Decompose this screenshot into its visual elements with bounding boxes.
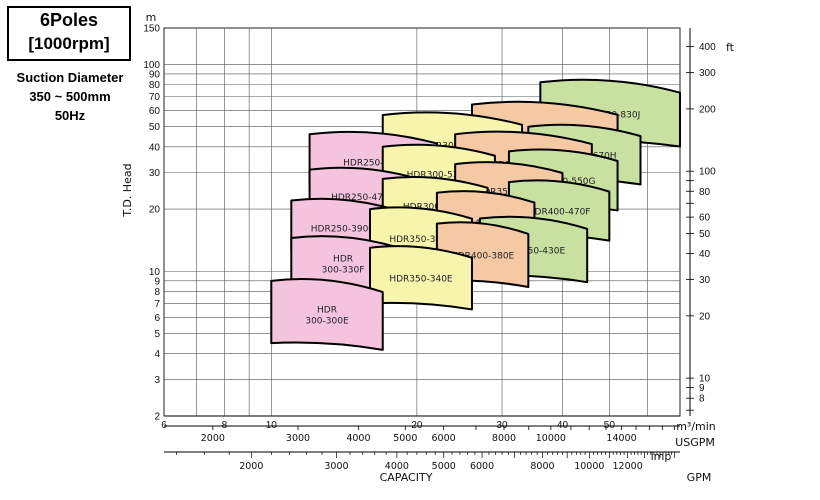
lmp-unit-label: lmp [651, 450, 672, 463]
ft-tick-label: 200 [699, 104, 716, 115]
y-tick-label: 50 [149, 122, 161, 133]
gpm-tick-label: 12000 [613, 461, 643, 472]
ft-tick-label: 10 [699, 374, 711, 385]
gpm-tick-label: 8000 [530, 461, 554, 472]
gpm-tick-label: 2000 [239, 461, 263, 472]
y-tick-label: 5 [154, 329, 160, 340]
y-tick-label: 10 [149, 267, 161, 278]
pump-region-label: HDR400-380E [451, 251, 515, 261]
y-tick-label: 20 [149, 205, 161, 216]
pump-region-label: HDR250-390G [311, 225, 376, 235]
ft-tick-label: 100 [699, 167, 716, 178]
right-unit-label: ft [726, 41, 735, 54]
x-unit-label: m³/min [676, 420, 716, 433]
x-axis-label: CAPACITY [380, 471, 433, 484]
rpm-label: [1000rpm] [28, 34, 110, 53]
ft-tick-label: 400 [699, 42, 716, 53]
pump-region-label: HDR350-370E [389, 235, 453, 245]
y-unit-label: m [146, 11, 157, 24]
usgpm-tick-label: 10000 [536, 433, 566, 444]
usgpm-tick-label: 14000 [606, 433, 636, 444]
y-tick-label: 7 [154, 299, 160, 310]
ft-tick-label: 50 [699, 229, 711, 240]
usgpm-tick-label: 6000 [431, 433, 455, 444]
ft-tick-label: 300 [699, 68, 716, 79]
y-tick-label: 2 [154, 412, 160, 423]
ft-tick-label: 30 [699, 275, 711, 286]
y-tick-label: 3 [154, 375, 160, 386]
pump-region-label: HDR450-430E [502, 246, 566, 256]
y-tick-label: 6 [154, 313, 160, 324]
y-tick-label: 90 [149, 69, 161, 80]
pump-region [270, 278, 384, 351]
spec-block: Suction Diameter 350 ~ 500mm 50Hz [4, 68, 136, 125]
y-axis-label: T.D. Head [121, 163, 134, 217]
gpm-unit-label: GPM [687, 471, 712, 484]
gpm-tick-label: 10000 [574, 461, 604, 472]
y-tick-label: 100 [143, 60, 160, 71]
y-tick-label: 80 [149, 80, 161, 91]
ft-tick-label: 60 [699, 213, 711, 224]
axes: 2345678910203040506070809010015068102030… [143, 24, 716, 473]
frequency-label: 50Hz [54, 108, 86, 123]
ft-tick-label: 40 [699, 249, 711, 260]
y-tick-label: 9 [154, 276, 160, 287]
pump-region-label: HDR250-470H [331, 193, 395, 203]
y-tick-label: 40 [149, 142, 161, 153]
y-tick-label: 70 [149, 92, 161, 103]
pump-region [369, 245, 473, 311]
pump-region-label: HDR [333, 255, 353, 265]
usgpm-tick-label: 8000 [492, 433, 516, 444]
poles-label: 6Poles [39, 10, 99, 30]
gpm-tick-label: 3000 [324, 461, 348, 472]
gpm-tick-label: 5000 [432, 461, 456, 472]
pump-region-label: HDR250-580J [343, 159, 403, 169]
y-tick-label: 30 [149, 168, 161, 179]
pump-regions: HDR350-830JHDR350-740JHDR350-670HHDR300-… [270, 78, 681, 351]
usgpm-tick-label: 3000 [286, 433, 310, 444]
gpm-tick-label: 6000 [470, 461, 494, 472]
ft-tick-label: 8 [699, 394, 705, 405]
pump-region-label: HDR350-340E [389, 275, 453, 285]
pump-region-label: HDR [317, 305, 337, 315]
y-tick-label: 8 [154, 287, 160, 298]
pump-region-label: HDR300-530H [407, 170, 471, 180]
y-tick-label: 60 [149, 106, 161, 117]
y-tick-label: 150 [143, 24, 160, 35]
usgpm-unit-label: USGPM [675, 436, 715, 449]
ft-tick-label: 20 [699, 311, 711, 322]
usgpm-tick-label: 5000 [393, 433, 417, 444]
ft-tick-label: 9 [699, 383, 705, 394]
gpm-tick-label: 4000 [385, 461, 409, 472]
title-box: 6Poles [1000rpm] [7, 6, 131, 61]
suction-label: Suction Diameter [16, 70, 124, 85]
usgpm-tick-label: 2000 [201, 433, 225, 444]
ft-tick-label: 80 [699, 187, 711, 198]
pump-region-label: 300-330F [322, 266, 365, 276]
pump-region-label: HDR300-440G [403, 203, 468, 213]
usgpm-tick-label: 4000 [346, 433, 370, 444]
pump-region-label: HDR400-470F [528, 207, 591, 217]
suction-range: 350 ~ 500mm [29, 89, 111, 104]
y-tick-label: 4 [154, 349, 160, 360]
pump-region-label: 300-300E [305, 316, 349, 326]
